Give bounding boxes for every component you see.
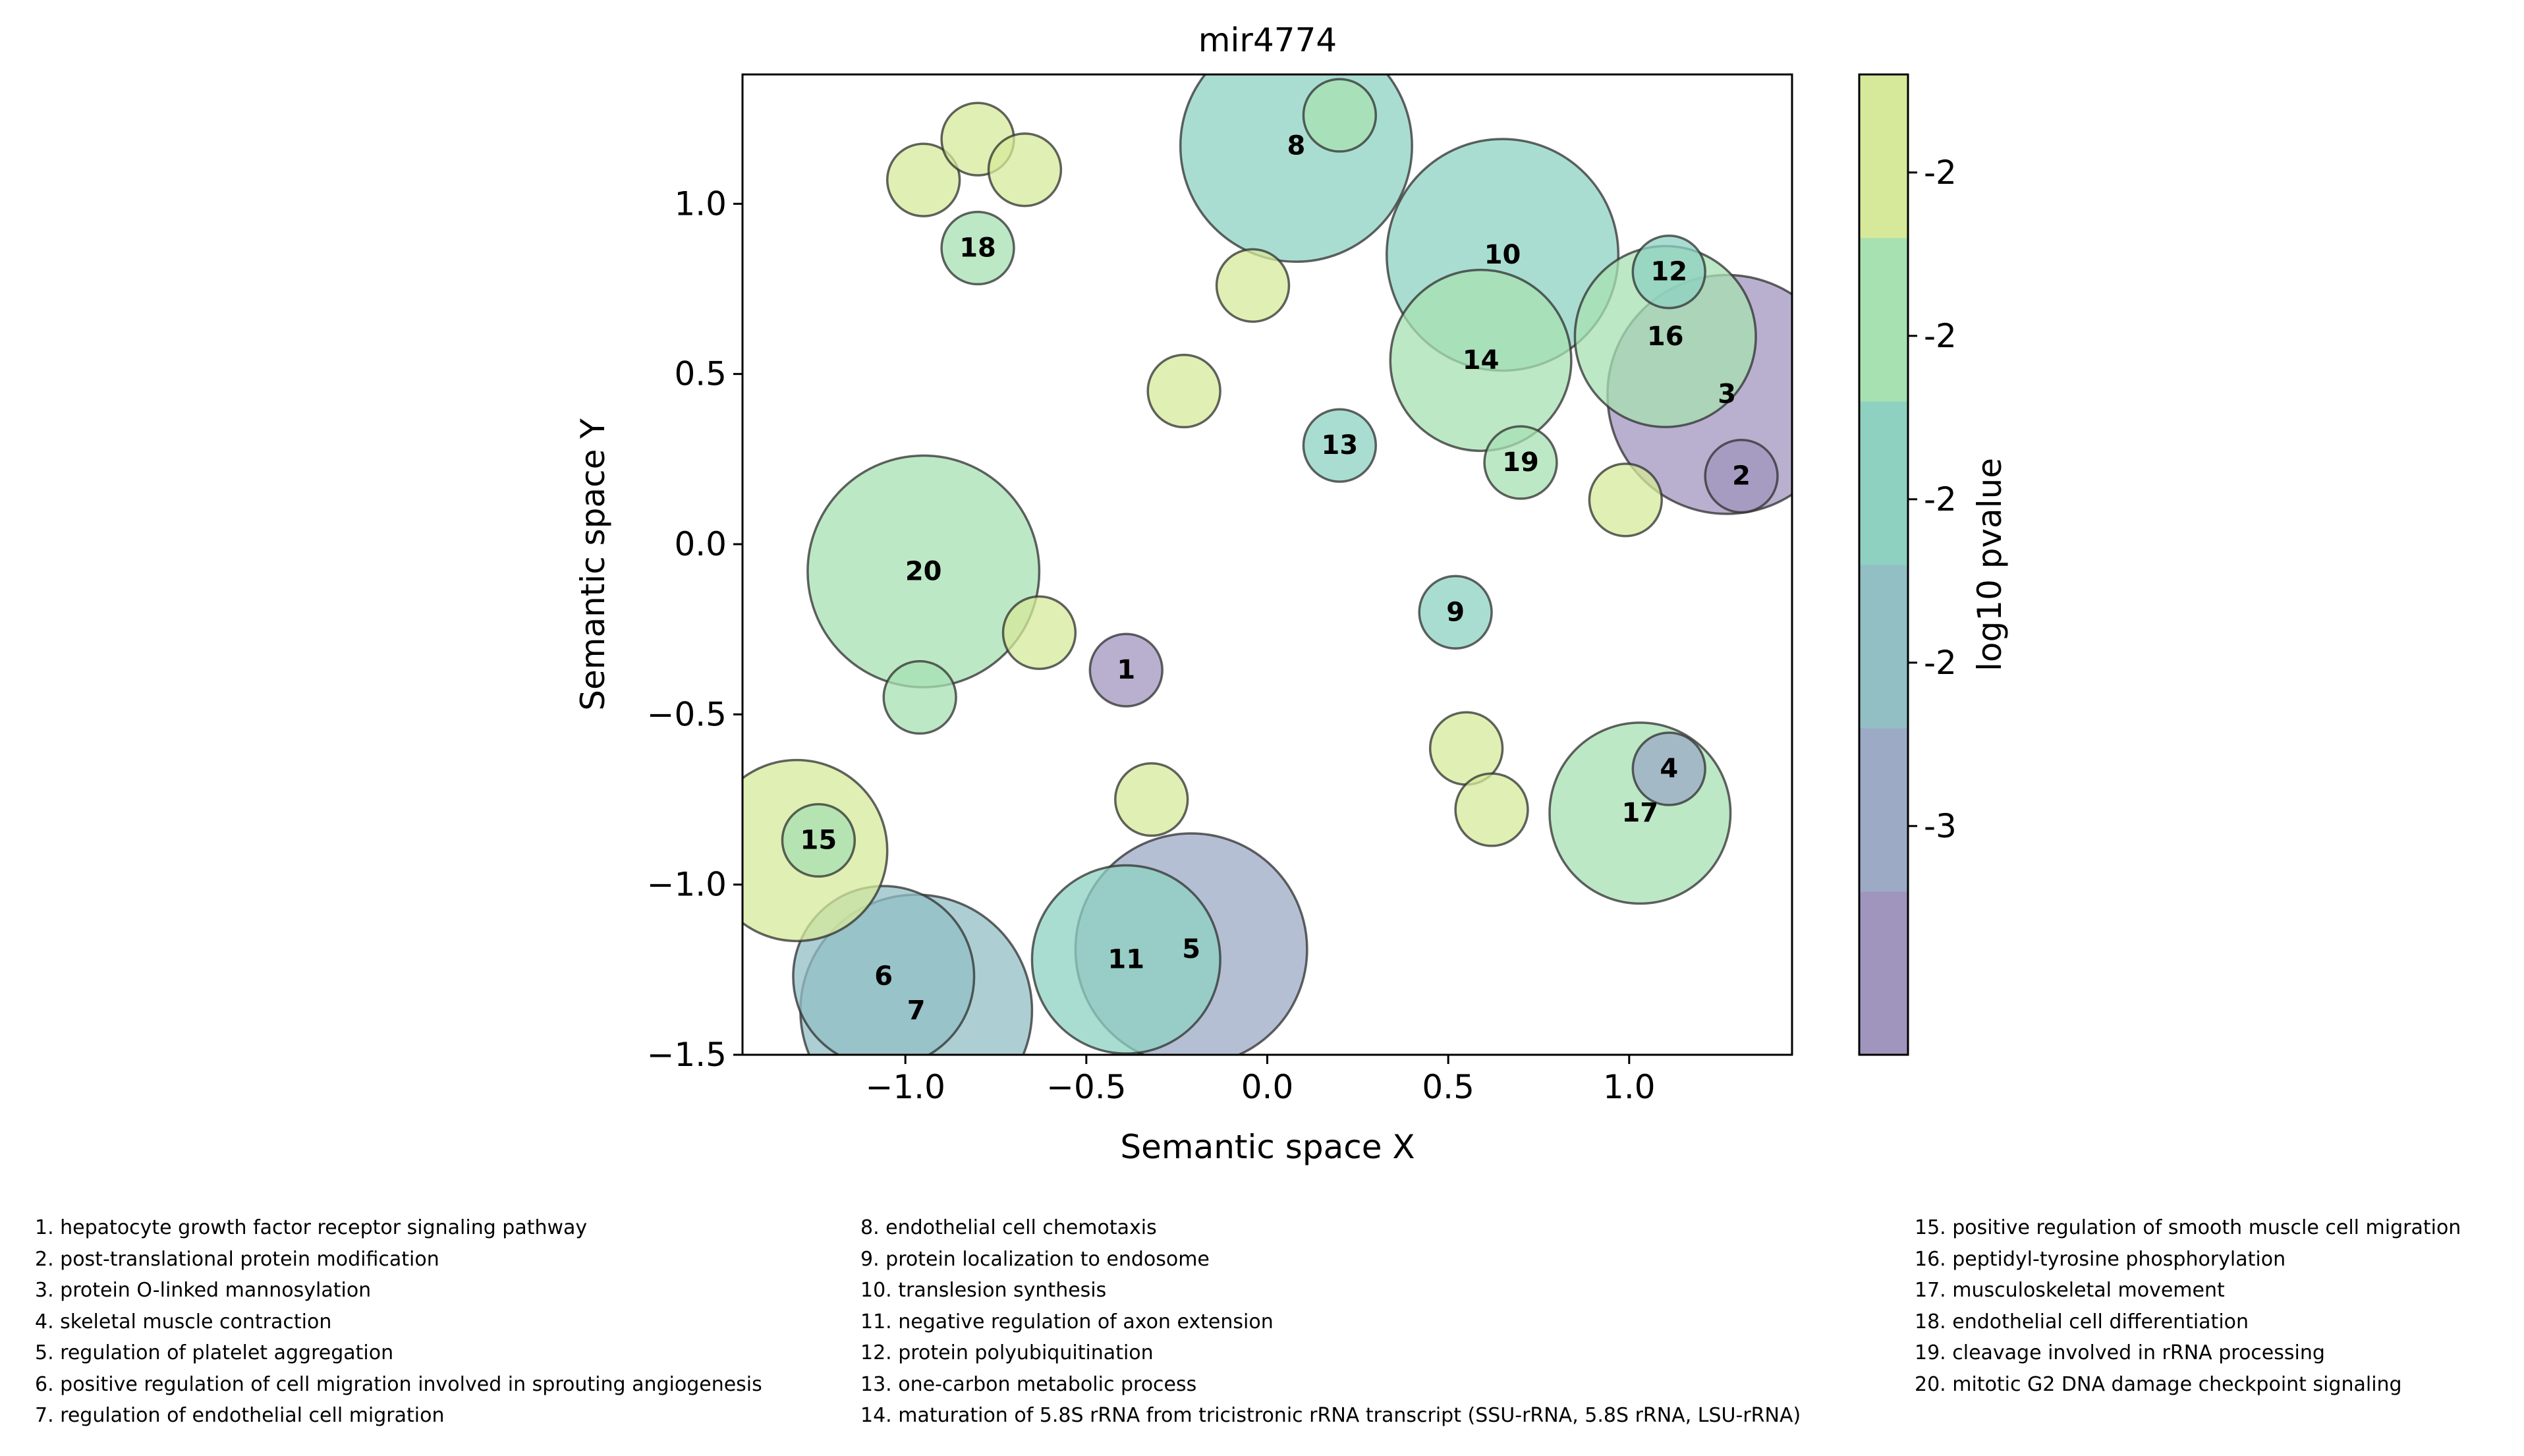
- colorbar-band: [1859, 238, 1908, 402]
- term-legend-item: 19. cleavage involved in rRNA processing: [1915, 1341, 2325, 1364]
- bubble-label: 8: [1287, 131, 1306, 161]
- bubble-label: 2: [1732, 461, 1751, 491]
- go-term-bubble: [1001, 595, 1077, 671]
- term-legend-item: 7. regulation of endothelial cell migrat…: [35, 1404, 445, 1427]
- term-legend-item: 17. musculoskeletal movement: [1915, 1279, 2225, 1302]
- bubble-label: 3: [1718, 379, 1736, 410]
- y-tick-label: −0.5: [647, 695, 727, 733]
- term-legend-item: 3. protein O-linked mannosylation: [35, 1279, 372, 1302]
- go-term-bubble: [1588, 462, 1663, 538]
- bubble-label: 9: [1446, 597, 1465, 627]
- bubble-label: 20: [905, 556, 942, 586]
- go-term-bubble: [1302, 408, 1378, 483]
- bubble-label: 5: [1182, 934, 1200, 965]
- colorbar-tick-label: -2: [1924, 317, 1957, 355]
- x-tick-label: 0.0: [1241, 1068, 1294, 1106]
- x-tick-label: −0.5: [1046, 1068, 1126, 1106]
- term-legend-item: 6. positive regulation of cell migration…: [35, 1372, 762, 1396]
- x-axis-label: Semantic space X: [1120, 1128, 1415, 1166]
- term-legend-col-2: 8. endothelial cell chemotaxis 9. protei…: [860, 1212, 1801, 1432]
- term-legend-col-3: 15. positive regulation of smooth muscle…: [1915, 1212, 2461, 1400]
- y-tick-label: 0.5: [674, 355, 727, 393]
- colorbar-tick-label: -2: [1924, 644, 1957, 682]
- term-legend-item: 5. regulation of platelet aggregation: [35, 1341, 394, 1364]
- chart-title: mir4774: [1198, 21, 1337, 59]
- go-term-bubble: [885, 142, 961, 217]
- term-legend-item: 12. protein polyubiquitination: [860, 1341, 1154, 1364]
- x-axis: −1.0 −0.5 0.0 0.5 1.0: [865, 1055, 1656, 1106]
- go-term-bubble: [1704, 438, 1779, 514]
- colorbar-ticks: -2 -2 -2 -2 -3: [1908, 154, 1957, 845]
- go-term-bubble: [1483, 425, 1558, 500]
- bubble-layer: [743, 74, 1792, 1055]
- term-legend-item: 8. endothelial cell chemotaxis: [860, 1216, 1157, 1239]
- colorbar-tick-label: -3: [1924, 807, 1957, 845]
- y-tick-label: −1.0: [647, 866, 727, 904]
- term-legend-col-1: 1. hepatocyte growth factor receptor sig…: [35, 1212, 762, 1432]
- go-term-bubble: [1030, 864, 1221, 1055]
- go-term-bubble: [781, 802, 856, 878]
- go-term-bubble: [1631, 234, 1706, 310]
- x-tick-label: 0.5: [1422, 1068, 1474, 1106]
- go-term-bubble: [1088, 632, 1164, 708]
- y-axis-label: Semantic space Y: [574, 418, 612, 711]
- go-term-bubble: [1418, 574, 1493, 650]
- bubble-label: 1: [1117, 655, 1135, 685]
- go-term-bubble: [1114, 762, 1189, 837]
- x-tick-label: 1.0: [1603, 1068, 1656, 1106]
- colorbar-label: log10 pvalue: [1971, 458, 2009, 671]
- colorbar-band: [1859, 74, 1908, 238]
- term-legend-item: 16. peptidyl-tyrosine phosphorylation: [1915, 1247, 2286, 1271]
- colorbar-tick-label: -2: [1924, 480, 1957, 518]
- term-legend-item: 9. protein localization to endosome: [860, 1247, 1210, 1271]
- term-legend-item: 10. translesion synthesis: [860, 1279, 1107, 1302]
- go-term-bubble: [1454, 772, 1529, 847]
- term-legend-item: 18. endothelial cell differentiation: [1915, 1310, 2249, 1333]
- y-tick-label: −1.5: [647, 1036, 727, 1074]
- colorbar-frame: [1858, 73, 1909, 1056]
- term-legend-item: 13. one-carbon metabolic process: [860, 1372, 1197, 1396]
- x-tick-label: −1.0: [865, 1068, 945, 1106]
- term-legend-item: 14. maturation of 5.8S rRNA from tricist…: [860, 1404, 1801, 1427]
- bubble-label: 6: [874, 961, 893, 992]
- bubble-label: 14: [1463, 345, 1500, 376]
- bubble-label: 19: [1502, 447, 1539, 478]
- bubble-label: 4: [1660, 754, 1678, 784]
- bubble-label: 13: [1322, 430, 1359, 461]
- term-legend-item: 15. positive regulation of smooth muscle…: [1915, 1216, 2461, 1239]
- term-legend-item: 11. negative regulation of axon extensio…: [860, 1310, 1274, 1333]
- bubble-label: 12: [1650, 257, 1687, 287]
- colorbar-band: [1859, 401, 1908, 565]
- bubble-label: 17: [1621, 798, 1658, 828]
- colorbar-tick-label: -2: [1924, 154, 1957, 192]
- bubble-label: 10: [1484, 240, 1521, 270]
- go-term-bubble: [1302, 78, 1378, 153]
- bubble-label: 16: [1647, 322, 1684, 352]
- colorbar-band: [1859, 565, 1908, 729]
- term-legend-item: 4. skeletal muscle contraction: [35, 1310, 332, 1333]
- y-tick-label: 1.0: [674, 184, 727, 223]
- colorbar-band: [1859, 728, 1908, 892]
- bubble-label: 7: [907, 995, 926, 1026]
- y-axis: −1.5 −1.0 −0.5 0.0 0.5 1.0: [647, 184, 743, 1074]
- go-term-bubble: [1215, 248, 1291, 323]
- bubble-label: 15: [800, 826, 837, 856]
- go-term-bubble: [882, 659, 957, 735]
- term-legend-item: 20. mitotic G2 DNA damage checkpoint sig…: [1915, 1372, 2402, 1396]
- term-legend-item: 2. post-translational protein modificati…: [35, 1247, 439, 1271]
- colorbar: [1859, 74, 1908, 1055]
- colorbar-band: [1859, 891, 1908, 1055]
- term-legend-item: 1. hepatocyte growth factor receptor sig…: [35, 1216, 588, 1239]
- bubble-label: 18: [959, 233, 996, 264]
- go-term-bubble: [1146, 353, 1221, 429]
- go-term-bubble: [1631, 731, 1706, 806]
- y-tick-label: 0.0: [674, 525, 727, 563]
- bubble-label: 11: [1108, 944, 1144, 974]
- go-term-bubble: [1389, 268, 1573, 453]
- go-term-bubble: [987, 132, 1063, 208]
- go-term-bubble: [940, 210, 1015, 286]
